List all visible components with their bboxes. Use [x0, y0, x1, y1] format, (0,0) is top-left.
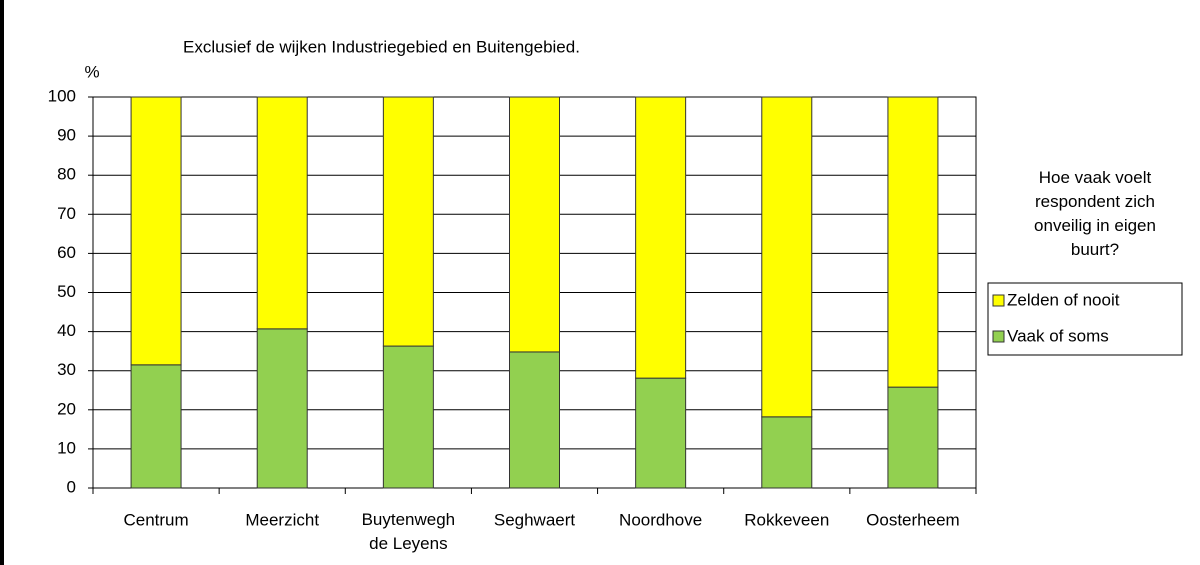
bar-segment — [887, 386, 939, 489]
page-border — [0, 0, 4, 565]
x-tick-label: Buytenwegh de Leyens — [362, 510, 456, 553]
y-tick-label: 40 — [57, 321, 76, 340]
legend-box — [987, 282, 1183, 356]
y-tick-label: 50 — [57, 282, 76, 301]
x-tick-label: Noordhove — [619, 510, 702, 529]
legend-label: Vaak of soms — [1007, 326, 1109, 345]
legend-swatch — [992, 330, 1005, 343]
bar-segment — [887, 96, 939, 388]
bar-segment — [382, 96, 434, 347]
bar-segment — [382, 345, 434, 489]
bar-segment — [509, 351, 560, 489]
x-tick-label: Centrum — [123, 510, 188, 529]
x-tick-label: Seghwaert — [494, 510, 576, 529]
bar-segment — [130, 364, 182, 489]
y-tick-label: 80 — [57, 165, 76, 184]
y-tick-label: 100 — [48, 86, 76, 105]
bar-segment — [761, 416, 813, 489]
bar-segment — [635, 96, 687, 379]
legend-title: Hoe vaak voelt respondent zich onveilig … — [1034, 168, 1156, 259]
x-tick-label: Rokkeveen — [744, 510, 829, 529]
bar-segment — [256, 328, 308, 489]
y-tick-label: 70 — [57, 204, 76, 223]
legend-label: Zelden of nooit — [1007, 290, 1120, 309]
bar-segment — [509, 96, 560, 353]
x-tick-label: Meerzicht — [245, 510, 319, 529]
y-tick-label: 10 — [57, 438, 76, 457]
bar-segment — [256, 96, 308, 330]
chart-subtitle: Exclusief de wijken Industriegebied en B… — [183, 37, 580, 56]
bar-segment — [130, 96, 182, 366]
y-tick-label: 20 — [57, 399, 76, 418]
bar-segment — [635, 377, 687, 489]
y-tick-label: 0 — [67, 477, 76, 496]
y-tick-label: 30 — [57, 360, 76, 379]
y-tick-label: 90 — [57, 126, 76, 145]
bar-segment — [761, 96, 813, 418]
y-axis-label: % — [84, 62, 99, 81]
legend-swatch — [992, 294, 1005, 307]
x-tick-label: Oosterheem — [866, 510, 960, 529]
y-tick-label: 60 — [57, 243, 76, 262]
